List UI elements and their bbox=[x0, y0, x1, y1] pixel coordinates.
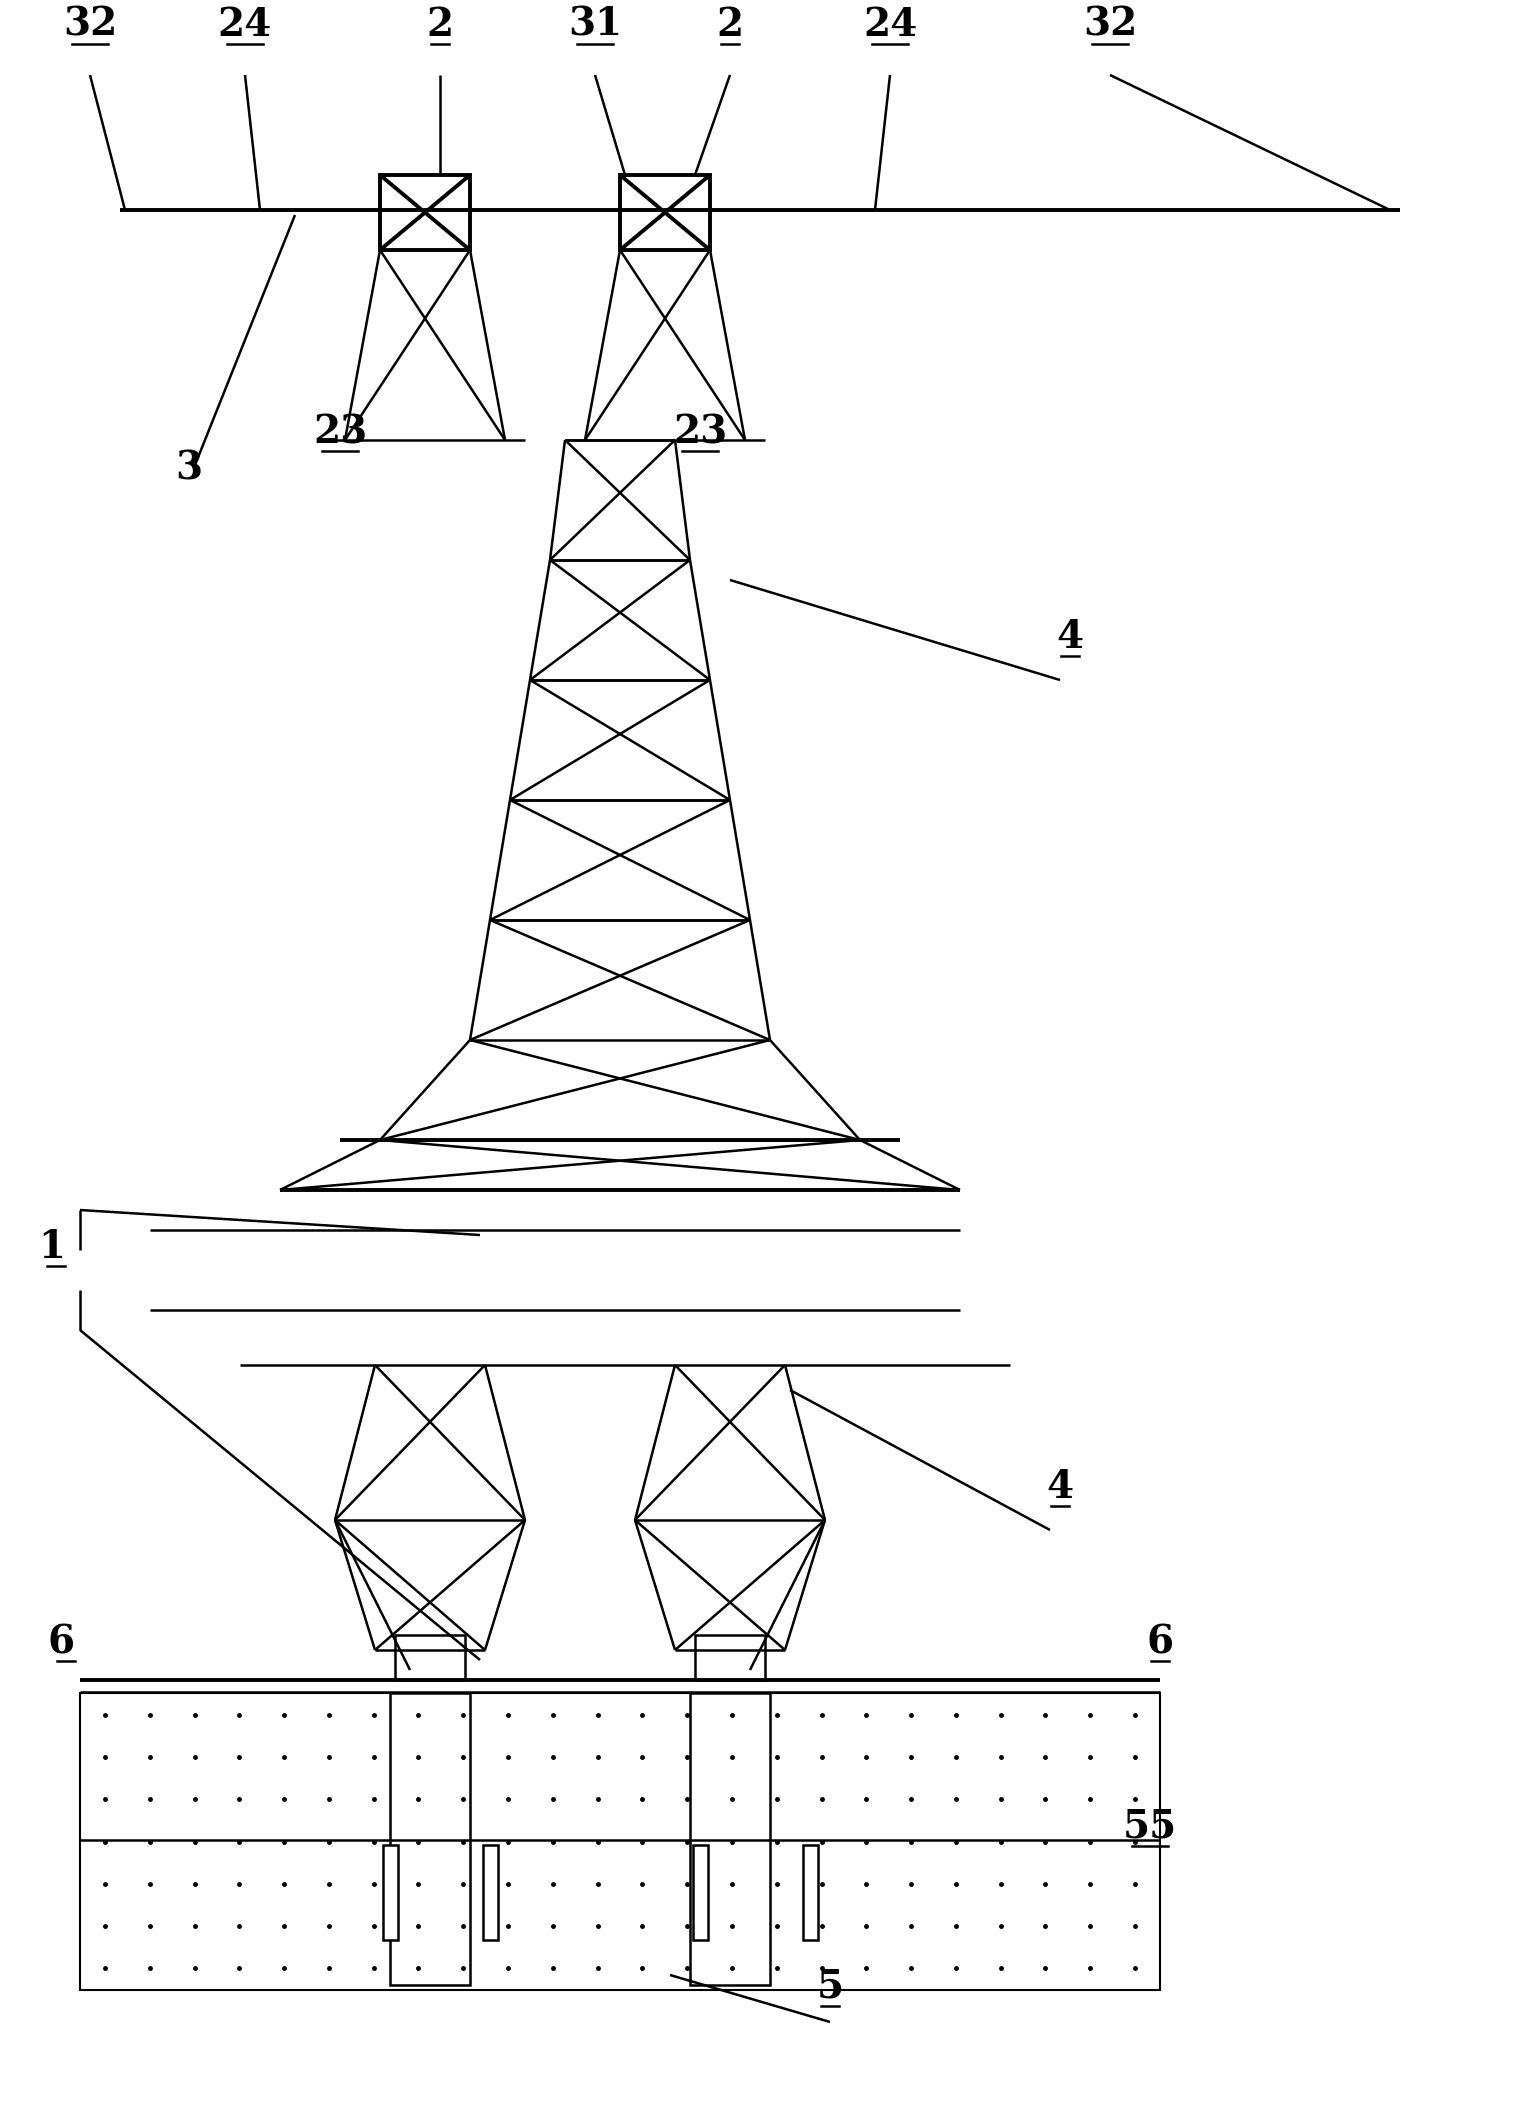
Text: 4: 4 bbox=[1046, 1469, 1073, 1506]
Text: 23: 23 bbox=[673, 412, 727, 450]
Text: 1: 1 bbox=[38, 1229, 65, 1267]
Text: 55: 55 bbox=[1123, 1807, 1176, 1845]
Text: 2: 2 bbox=[716, 6, 743, 44]
Text: 5: 5 bbox=[816, 1967, 844, 2005]
Text: 23: 23 bbox=[313, 412, 368, 450]
Text: 4: 4 bbox=[1056, 619, 1084, 656]
Text: 24: 24 bbox=[863, 6, 917, 44]
Bar bbox=[380, 175, 470, 250]
Bar bbox=[391, 1694, 470, 1984]
Bar bbox=[693, 1845, 708, 1940]
Text: 31: 31 bbox=[568, 6, 622, 44]
Bar bbox=[620, 175, 710, 250]
Bar bbox=[803, 1845, 818, 1940]
Text: 6: 6 bbox=[47, 1622, 74, 1660]
Text: 32: 32 bbox=[1082, 6, 1137, 44]
Text: 32: 32 bbox=[62, 6, 117, 44]
Text: 6: 6 bbox=[1146, 1622, 1173, 1660]
Bar bbox=[383, 1845, 398, 1940]
Bar bbox=[81, 1694, 1160, 1990]
Bar bbox=[695, 1635, 765, 1679]
Text: 3: 3 bbox=[175, 450, 202, 488]
Bar bbox=[690, 1694, 771, 1984]
Text: 24: 24 bbox=[217, 6, 272, 44]
Bar bbox=[483, 1845, 499, 1940]
Text: 2: 2 bbox=[427, 6, 453, 44]
Bar bbox=[395, 1635, 465, 1679]
